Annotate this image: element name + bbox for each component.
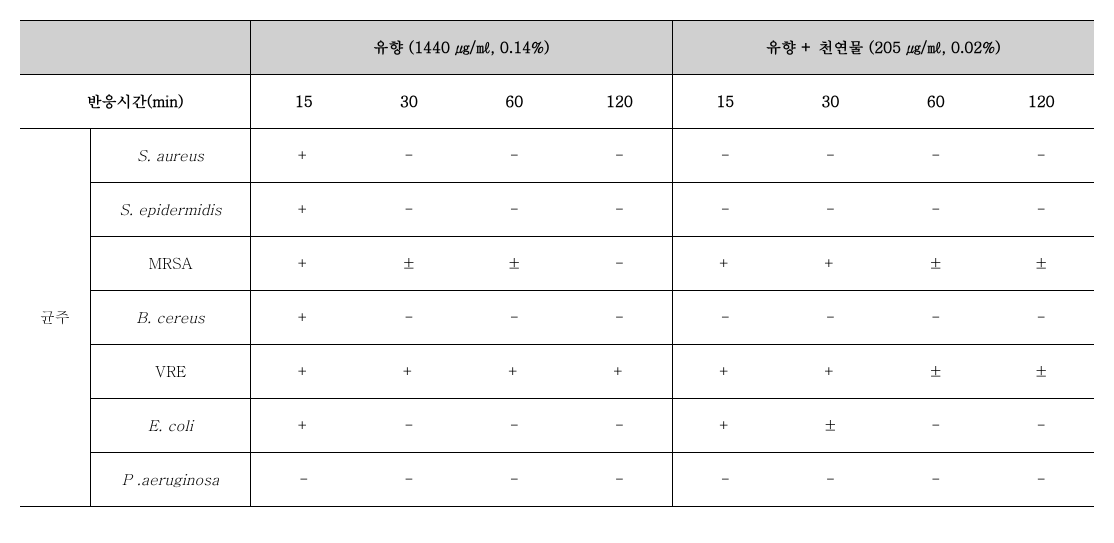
time-col: 60	[462, 75, 567, 129]
value-cell: -	[778, 453, 883, 507]
strain-rowlabel: 균주	[20, 129, 90, 507]
value-cell: +	[251, 183, 356, 237]
value-cell: +	[251, 399, 356, 453]
value-cell: ±	[462, 237, 567, 291]
value-cell: -	[883, 129, 988, 183]
value-cell: +	[251, 345, 356, 399]
value-cell: ±	[778, 399, 883, 453]
value-cell: +	[672, 399, 777, 453]
header-group-2: 유향 + 천연물 (205 ㎍/㎖, 0.02%)	[672, 21, 1094, 75]
value-cell: -	[462, 399, 567, 453]
time-label: 반응시간(min)	[20, 75, 251, 129]
value-cell: -	[567, 129, 672, 183]
value-cell: ±	[988, 237, 1094, 291]
species-cell: B. cereus	[90, 291, 251, 345]
value-cell: -	[778, 291, 883, 345]
value-cell: -	[883, 453, 988, 507]
value-cell: ±	[883, 237, 988, 291]
value-cell: -	[567, 399, 672, 453]
header-blank	[20, 21, 251, 75]
value-cell: -	[462, 453, 567, 507]
value-cell: -	[356, 453, 461, 507]
species-cell: VRE	[90, 345, 251, 399]
species-cell: MRSA	[90, 237, 251, 291]
time-col: 120	[988, 75, 1094, 129]
value-cell: +	[356, 345, 461, 399]
species-cell: S. aureus	[90, 129, 251, 183]
table-row: P .aeruginosa - - - - - - - -	[20, 453, 1094, 507]
value-cell: ±	[356, 237, 461, 291]
value-cell: -	[988, 129, 1094, 183]
value-cell: -	[778, 183, 883, 237]
value-cell: -	[567, 453, 672, 507]
value-cell: -	[672, 291, 777, 345]
species-cell: E. coli	[90, 399, 251, 453]
value-cell: +	[778, 237, 883, 291]
antibacterial-table: 유향 (1440 ㎍/㎖, 0.14%) 유향 + 천연물 (205 ㎍/㎖, …	[20, 20, 1094, 507]
value-cell: -	[672, 183, 777, 237]
value-cell: -	[356, 183, 461, 237]
value-cell: +	[251, 291, 356, 345]
value-cell: +	[251, 129, 356, 183]
value-cell: -	[672, 453, 777, 507]
value-cell: -	[988, 453, 1094, 507]
table-row: B. cereus + - - - - - - -	[20, 291, 1094, 345]
value-cell: -	[988, 291, 1094, 345]
value-cell: +	[672, 345, 777, 399]
time-col: 60	[883, 75, 988, 129]
value-cell: ±	[988, 345, 1094, 399]
table-row: S. epidermidis + - - - - - - -	[20, 183, 1094, 237]
value-cell: -	[251, 453, 356, 507]
value-cell: -	[672, 129, 777, 183]
time-col: 120	[567, 75, 672, 129]
table-row: MRSA + ± ± - + + ± ±	[20, 237, 1094, 291]
species-cell: S. epidermidis	[90, 183, 251, 237]
value-cell: +	[778, 345, 883, 399]
header-group-1: 유향 (1440 ㎍/㎖, 0.14%)	[251, 21, 673, 75]
species-cell: P .aeruginosa	[90, 453, 251, 507]
time-col: 30	[778, 75, 883, 129]
table-row: VRE + + + + + + ± ±	[20, 345, 1094, 399]
value-cell: -	[462, 183, 567, 237]
time-col: 30	[356, 75, 461, 129]
value-cell: -	[356, 291, 461, 345]
time-col: 15	[251, 75, 356, 129]
value-cell: +	[567, 345, 672, 399]
value-cell: +	[462, 345, 567, 399]
value-cell: +	[672, 237, 777, 291]
value-cell: +	[251, 237, 356, 291]
table-row: E. coli + - - - + ± - -	[20, 399, 1094, 453]
value-cell: -	[883, 399, 988, 453]
value-cell: -	[356, 399, 461, 453]
value-cell: -	[883, 183, 988, 237]
table-row: 균주 S. aureus + - - - - - - -	[20, 129, 1094, 183]
value-cell: -	[567, 183, 672, 237]
value-cell: -	[462, 129, 567, 183]
value-cell: ±	[883, 345, 988, 399]
value-cell: -	[462, 291, 567, 345]
value-cell: -	[883, 291, 988, 345]
value-cell: -	[988, 399, 1094, 453]
value-cell: -	[567, 237, 672, 291]
time-col: 15	[672, 75, 777, 129]
value-cell: -	[778, 129, 883, 183]
value-cell: -	[988, 183, 1094, 237]
value-cell: -	[356, 129, 461, 183]
value-cell: -	[567, 291, 672, 345]
